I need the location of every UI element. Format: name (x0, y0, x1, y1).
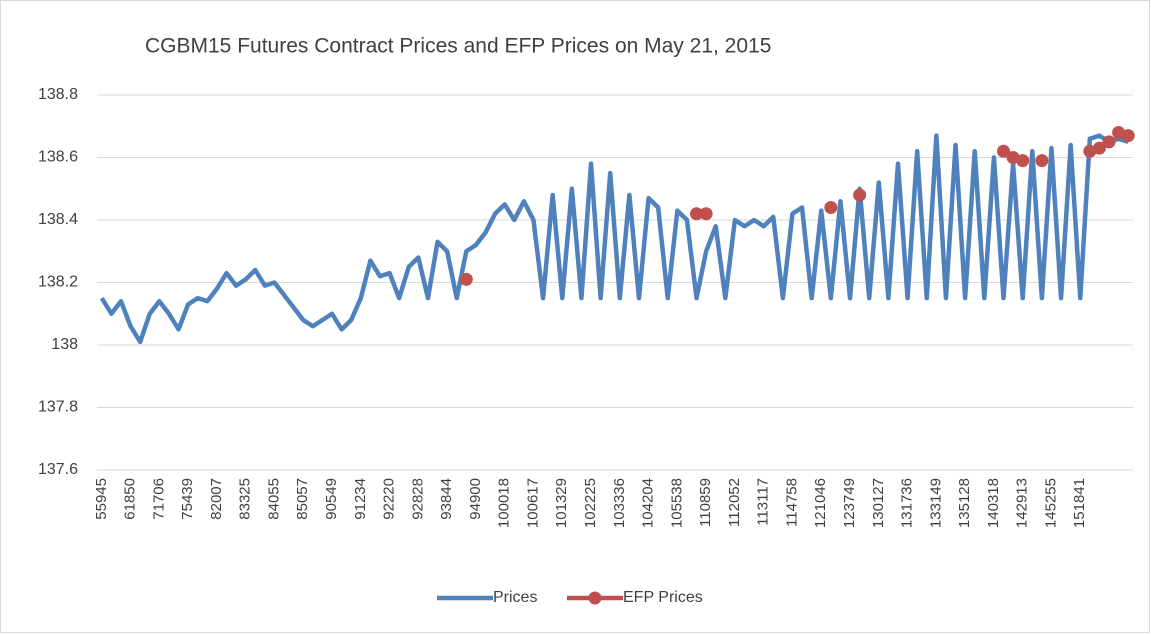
x-tick-label: 94900 (467, 478, 484, 520)
efp-marker (1035, 154, 1049, 168)
efp-marker (1121, 129, 1135, 143)
x-tick-label: 83325 (237, 478, 254, 520)
x-tick-label: 61850 (122, 478, 139, 520)
y-tick-label: 138.4 (38, 211, 78, 228)
y-tick-label: 137.6 (38, 461, 78, 478)
x-tick-label: 112052 (726, 478, 743, 527)
y-tick-label: 138.2 (38, 274, 78, 291)
x-tick-label: 100617 (524, 478, 541, 528)
x-tick-label: 133149 (927, 478, 944, 528)
efp-marker (824, 201, 838, 214)
x-tick-label: 145255 (1042, 478, 1059, 528)
efp-marker (853, 188, 867, 202)
x-tick-label: 104204 (640, 478, 657, 528)
legend-label: EFP Prices (623, 589, 703, 606)
legend-label: Prices (493, 589, 537, 606)
efp-marker (1016, 154, 1030, 168)
x-tick-label: 113117 (755, 478, 772, 526)
x-tick-label: 151841 (1071, 478, 1088, 528)
y-tick-label: 138.8 (38, 86, 78, 103)
efp-marker (1092, 141, 1106, 155)
x-tick-label: 121046 (812, 478, 829, 528)
y-tick-label: 138.6 (38, 149, 78, 166)
x-tick-label: 105538 (668, 478, 685, 528)
efp-marker (1102, 135, 1116, 149)
x-tick-label: 102225 (582, 478, 599, 528)
x-tick-label: 130127 (870, 478, 887, 528)
x-tick-label: 100018 (496, 478, 513, 528)
legend-marker (588, 591, 602, 605)
x-tick-label: 82007 (208, 478, 225, 520)
x-tick-label: 135128 (956, 478, 973, 528)
x-tick-label: 110859 (697, 478, 714, 527)
x-tick-label: 84055 (265, 478, 282, 520)
x-tick-label: 91234 (352, 478, 369, 520)
efp-marker (699, 207, 713, 221)
x-tick-label: 101329 (553, 478, 570, 528)
y-tick-label: 137.8 (38, 399, 78, 416)
price-line (99, 133, 1129, 345)
x-tick-label: 140318 (985, 478, 1002, 528)
efp-marker (459, 272, 473, 286)
x-tick-label: 85057 (294, 478, 311, 520)
x-tick-label: 75439 (179, 478, 196, 520)
x-tick-label: 55945 (93, 478, 110, 520)
x-tick-label: 131736 (899, 478, 916, 528)
x-tick-label: 92220 (381, 478, 398, 520)
x-tick-label: 71706 (150, 478, 167, 520)
x-tick-label: 90549 (323, 478, 340, 520)
y-tick-label: 138 (51, 336, 78, 353)
x-tick-label: 103336 (611, 478, 628, 528)
x-tick-label: 123749 (841, 478, 858, 528)
x-tick-label: 114758 (783, 478, 800, 527)
x-tick-label: 93844 (438, 478, 455, 520)
efp-marker (690, 207, 704, 221)
chart-title: CGBM15 Futures Contract Prices and EFP P… (145, 35, 771, 58)
x-tick-label: 92828 (409, 478, 426, 520)
x-tick-label: 142913 (1014, 478, 1031, 528)
efp-marker (997, 144, 1010, 158)
